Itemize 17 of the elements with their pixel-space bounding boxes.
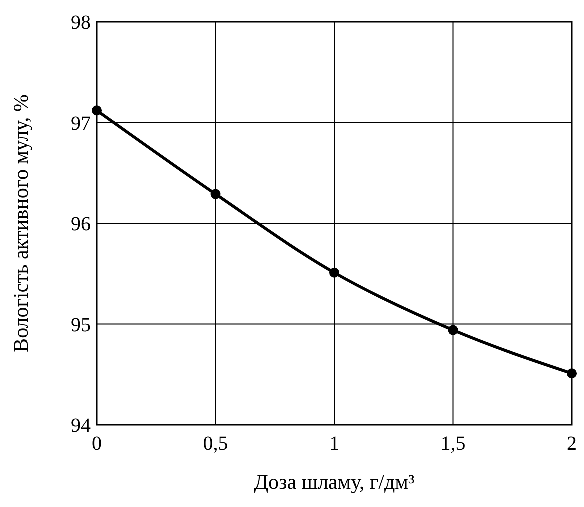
y-tick-label: 96 bbox=[71, 214, 91, 236]
x-tick-label: 1 bbox=[330, 433, 340, 455]
x-tick-label: 1,5 bbox=[440, 433, 466, 455]
y-tick-label: 97 bbox=[71, 112, 91, 135]
point bbox=[330, 268, 340, 278]
y-tick-label: 98 bbox=[71, 12, 91, 34]
point bbox=[567, 368, 577, 379]
y-axis-title: Вологість активного мулу, % bbox=[9, 94, 33, 352]
point bbox=[448, 325, 458, 336]
y-tick-label: 95 bbox=[71, 314, 91, 336]
x-tick-label: 0 bbox=[92, 433, 102, 455]
point bbox=[92, 106, 102, 116]
x-axis-title: Доза шламу, г/дм³ bbox=[254, 470, 415, 494]
x-tick-label: 2 bbox=[567, 433, 577, 455]
point bbox=[210, 189, 221, 200]
y-tick-label: 94 bbox=[71, 415, 91, 437]
x-tick-label: 0,5 bbox=[203, 433, 228, 455]
